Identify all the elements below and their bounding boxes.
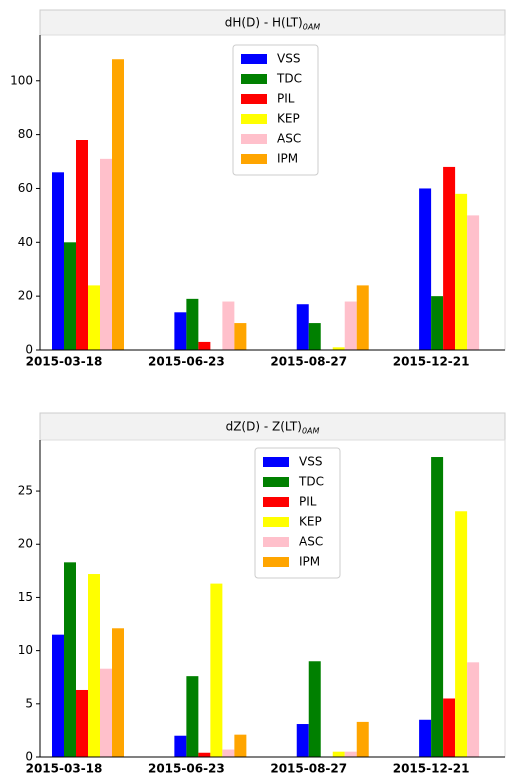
bar xyxy=(308,661,321,757)
bar xyxy=(443,698,456,757)
y-tick-label: 100 xyxy=(10,73,33,87)
bar xyxy=(419,188,432,350)
bar xyxy=(112,59,124,350)
y-tick-label: 80 xyxy=(18,127,33,141)
bar xyxy=(443,166,456,350)
bar xyxy=(234,323,247,350)
bar xyxy=(198,752,211,757)
bar xyxy=(344,301,357,350)
bar xyxy=(296,724,309,757)
legend-label: TDC xyxy=(298,475,324,489)
legend-swatch xyxy=(263,477,289,487)
bar xyxy=(419,719,432,757)
bar xyxy=(222,301,235,350)
bar xyxy=(52,634,64,757)
bar xyxy=(76,140,88,350)
x-tick-label: 2015-12-21 xyxy=(393,355,470,369)
bar xyxy=(64,562,76,757)
legend-label: IPM xyxy=(277,152,298,166)
bar xyxy=(174,312,187,350)
title-band xyxy=(39,412,506,441)
y-tick-label: 20 xyxy=(18,537,33,551)
bar xyxy=(234,734,247,757)
y-tick-label: 25 xyxy=(18,484,33,498)
legend-label: PIL xyxy=(299,495,317,509)
title-band xyxy=(39,9,506,36)
x-tick-label: 2015-06-23 xyxy=(148,355,225,369)
bar xyxy=(431,296,444,350)
bar xyxy=(356,285,369,350)
bar xyxy=(198,341,211,350)
y-tick-label: 20 xyxy=(18,289,33,303)
y-tick-label: 10 xyxy=(18,643,33,657)
bar xyxy=(186,298,199,350)
title-main: dH(D) - H(LT) xyxy=(225,15,303,29)
legend-label: KEP xyxy=(277,112,300,126)
legend-label: KEP xyxy=(299,515,322,529)
bar xyxy=(186,676,199,757)
y-tick-label: 0 xyxy=(25,343,33,357)
bar xyxy=(76,689,88,757)
y-tick-label: 60 xyxy=(18,181,33,195)
legend-label: TDC xyxy=(276,72,302,86)
bar xyxy=(222,749,235,757)
bar xyxy=(431,457,444,757)
legend-swatch xyxy=(263,497,289,507)
legend-swatch xyxy=(241,74,267,84)
bar xyxy=(332,751,345,757)
bar xyxy=(100,668,112,757)
bar xyxy=(210,583,223,757)
bar xyxy=(64,242,76,350)
bar xyxy=(88,574,100,757)
legend-label: PIL xyxy=(277,92,295,106)
legend-swatch xyxy=(263,517,289,527)
x-tick-label: 2015-06-23 xyxy=(148,762,225,775)
x-tick-label: 2015-08-27 xyxy=(270,355,347,369)
bar xyxy=(112,628,124,757)
y-tick-label: 5 xyxy=(25,696,33,710)
bar xyxy=(344,751,357,757)
x-tick-label: 2015-12-21 xyxy=(393,762,470,775)
bar xyxy=(100,158,112,350)
bar xyxy=(296,304,309,350)
legend-swatch xyxy=(241,134,267,144)
legend-label: VSS xyxy=(299,455,322,469)
chart-title: dZ(D) - Z(LT)0AM xyxy=(226,419,320,435)
legend-swatch xyxy=(241,94,267,104)
legend-swatch xyxy=(263,557,289,567)
bar xyxy=(332,347,345,350)
y-tick-label: 0 xyxy=(25,750,33,764)
chart-title: dH(D) - H(LT)0AM xyxy=(225,15,321,31)
bar xyxy=(88,285,100,350)
bar xyxy=(356,721,369,757)
bar xyxy=(308,323,321,350)
x-tick-label: 2015-03-18 xyxy=(26,355,103,369)
title-main: dZ(D) - Z(LT) xyxy=(226,419,302,433)
legend-swatch xyxy=(241,54,267,64)
bar xyxy=(467,215,480,350)
bar xyxy=(52,172,64,350)
bar xyxy=(467,662,480,757)
y-tick-label: 15 xyxy=(18,590,33,604)
legend-swatch xyxy=(241,114,267,124)
bar xyxy=(455,193,468,350)
legend-swatch xyxy=(263,537,289,547)
title-subscript: 0AM xyxy=(302,426,320,435)
bar xyxy=(174,735,187,757)
legend-swatch xyxy=(263,457,289,467)
legend-label: ASC xyxy=(277,132,301,146)
x-tick-label: 2015-03-18 xyxy=(26,762,103,775)
y-tick-label: 40 xyxy=(18,235,33,249)
legend-label: VSS xyxy=(277,52,300,66)
bar xyxy=(455,511,468,757)
x-tick-label: 2015-08-27 xyxy=(270,762,347,775)
legend-label: IPM xyxy=(299,555,320,569)
legend-label: ASC xyxy=(299,535,323,549)
title-subscript: 0AM xyxy=(303,22,321,31)
legend-swatch xyxy=(241,154,267,164)
